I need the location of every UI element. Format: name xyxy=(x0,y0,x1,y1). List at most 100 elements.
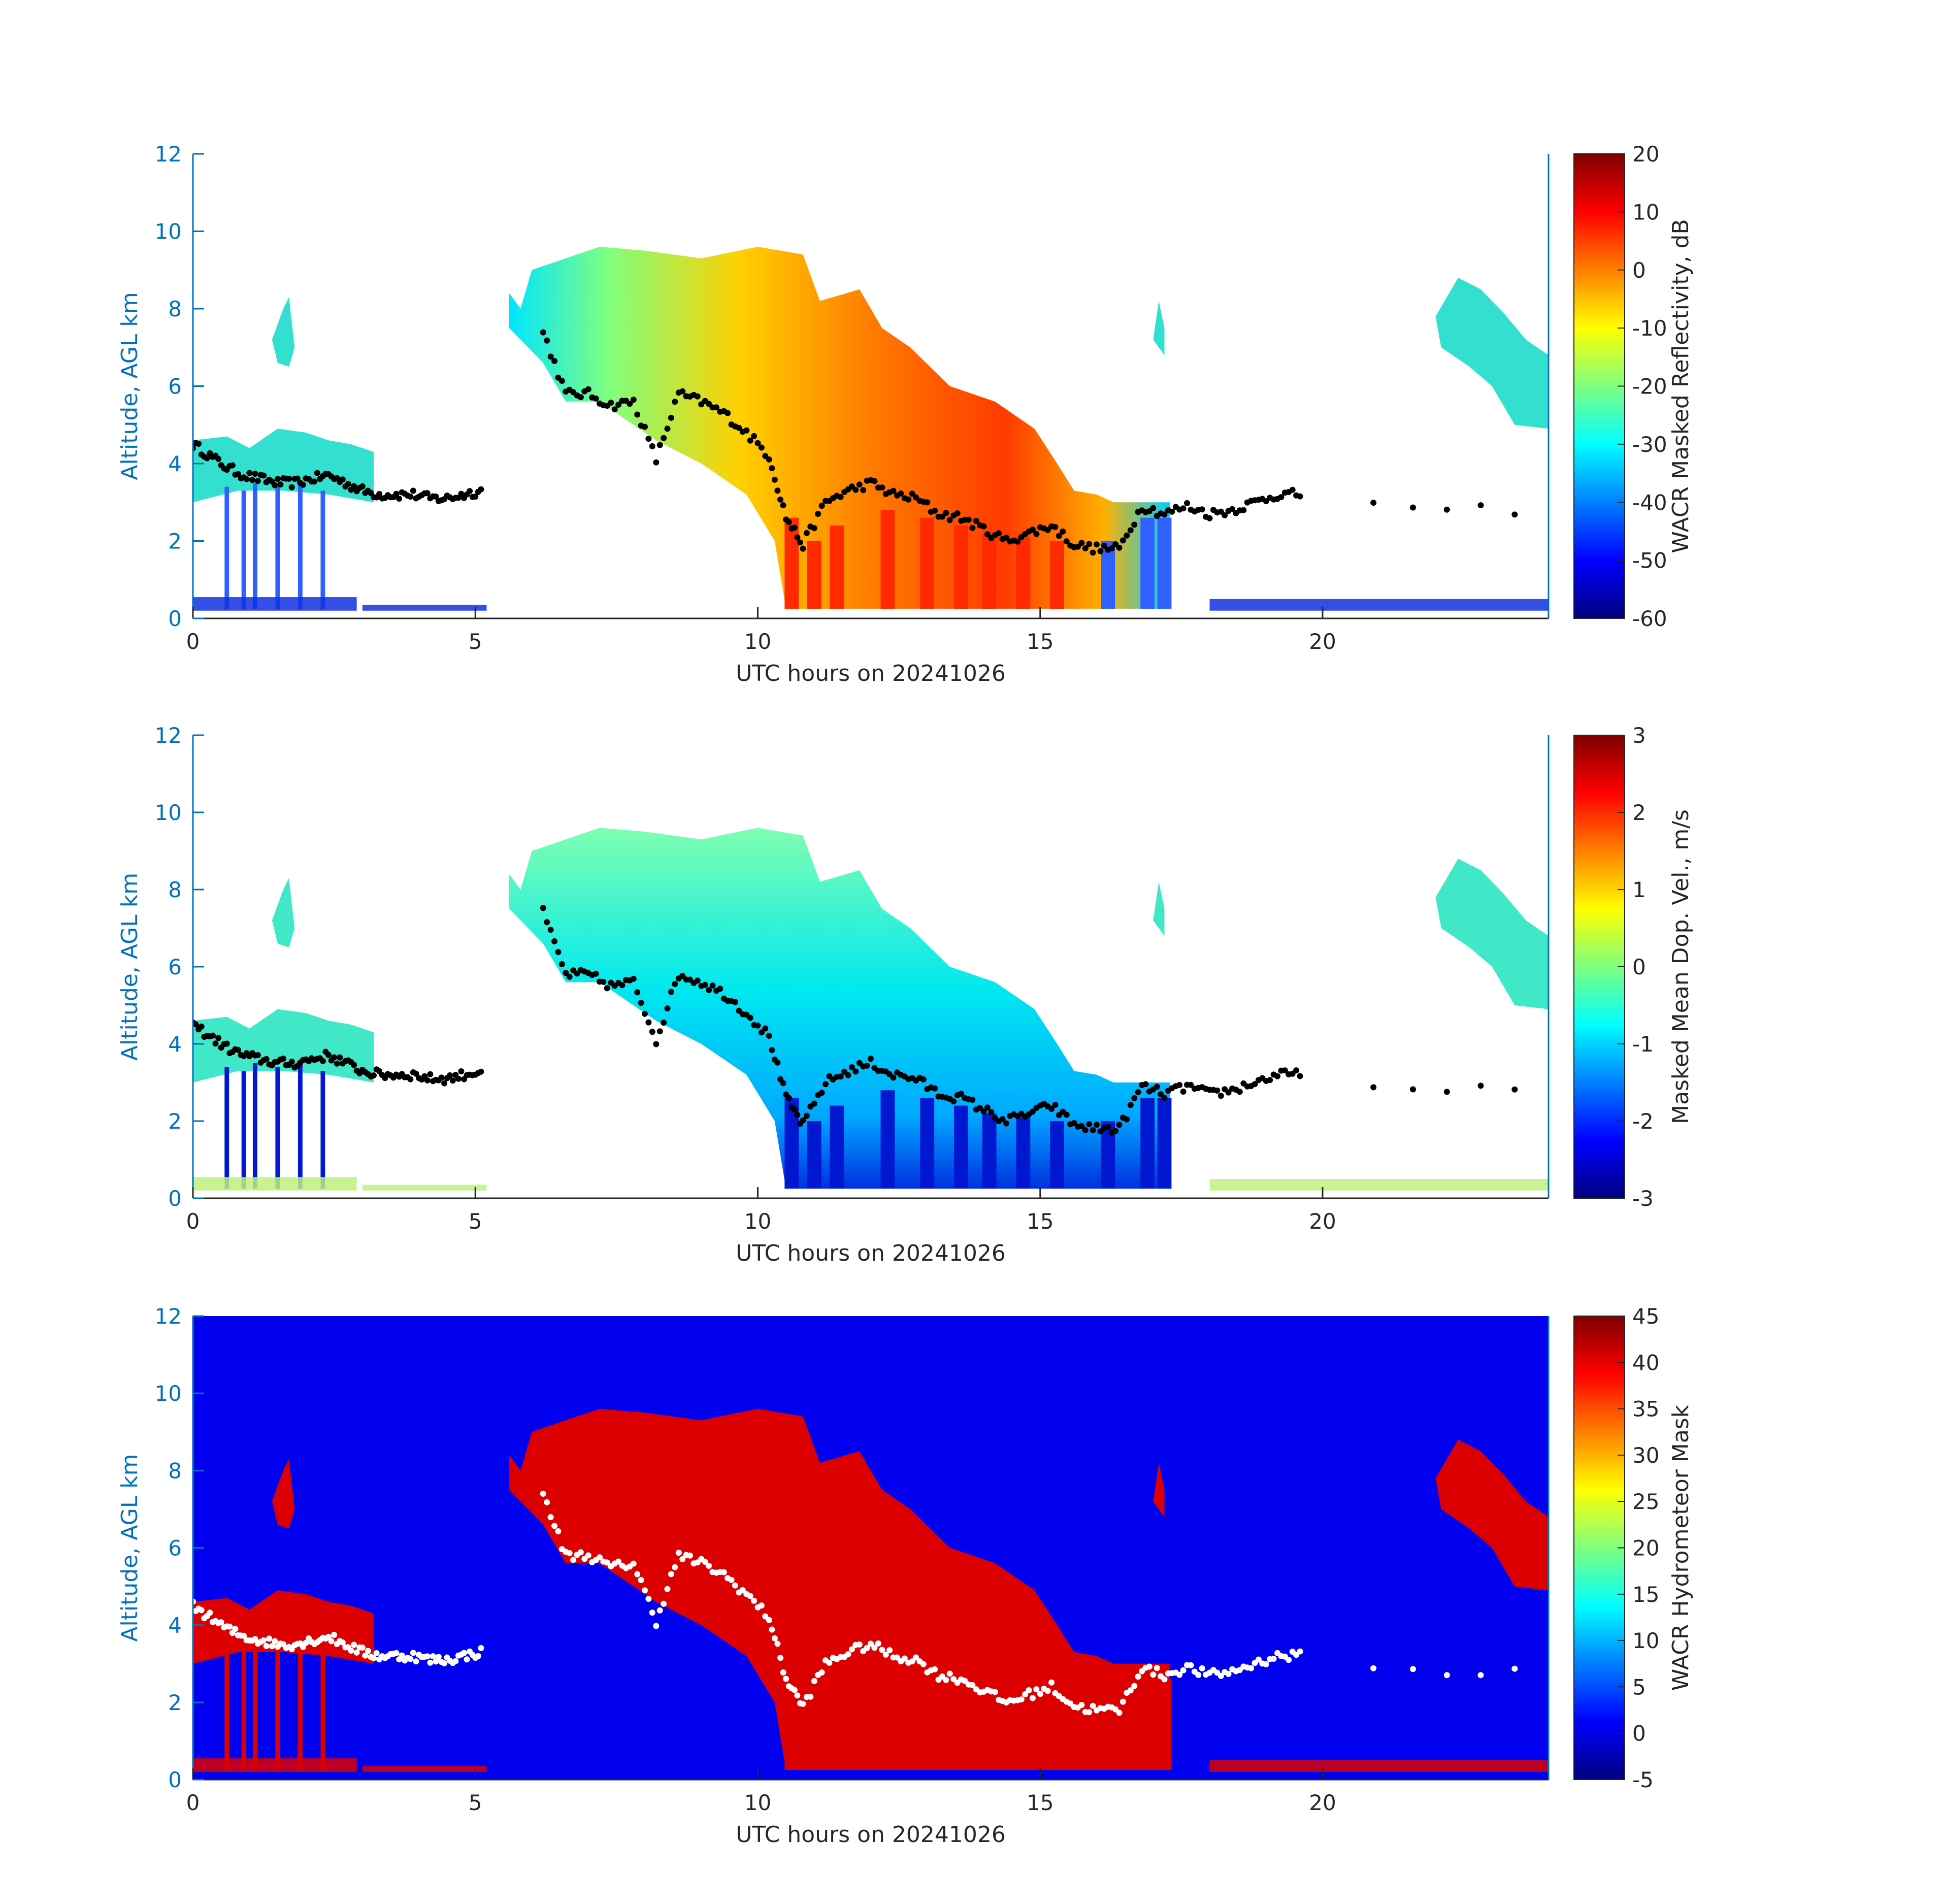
cloud-base-point xyxy=(898,490,904,497)
cloud-base-point xyxy=(1090,1127,1096,1133)
cloud-base-point xyxy=(984,1104,991,1111)
cloud-base-point xyxy=(373,1650,380,1656)
colorbar-tick-label: 10 xyxy=(1632,200,1659,224)
cloud-base-point xyxy=(777,1655,783,1661)
cloud-base-point xyxy=(472,494,479,500)
panel-hydrometeor-mask: 0 2 4 6 8 10 12 0 5 10 15 20 UTC hours on 20241026 Al… xyxy=(117,1304,1694,1848)
cloud-base-point xyxy=(544,919,550,926)
fall-streak xyxy=(320,1071,325,1189)
cloud-base-point xyxy=(950,1098,957,1105)
fall-streak xyxy=(241,1652,246,1770)
cloud-base-point xyxy=(585,386,591,392)
fall-streak xyxy=(1157,517,1172,609)
y-tick-label: 4 xyxy=(168,1613,182,1638)
cloud-base-point xyxy=(339,1639,346,1646)
cloud-base-point xyxy=(1029,527,1036,533)
x-tick-label: 5 xyxy=(469,1209,482,1234)
cloud-base-point xyxy=(1060,528,1066,535)
colorbar-tick-label: 0 xyxy=(1632,1721,1646,1746)
cloud-base-point xyxy=(277,481,284,488)
cloud-base-point xyxy=(204,455,210,462)
y-tick-label: 4 xyxy=(168,1032,182,1057)
cloud-base-point xyxy=(441,1660,448,1666)
cloud-base-point xyxy=(875,1640,881,1647)
cloud-base-point xyxy=(351,1062,357,1068)
surface-clutter xyxy=(362,1185,487,1191)
cloud-base-point xyxy=(1410,1666,1416,1672)
cloud-base-point xyxy=(544,1499,550,1505)
x-tick-label: 5 xyxy=(469,1790,482,1815)
cloud-base-point xyxy=(452,1658,459,1664)
cloud-base-point xyxy=(351,1642,357,1648)
cloud-base-point xyxy=(1116,544,1123,551)
fall-streak xyxy=(982,1694,997,1770)
cloud-base-point xyxy=(780,1080,786,1087)
y-axis-label: Altitude, AGL km xyxy=(117,1454,143,1642)
cloud-base-point xyxy=(547,353,554,360)
cloud-base-point xyxy=(747,1014,753,1021)
cloud-base-point xyxy=(254,478,261,484)
colorbar-tick-label: 15 xyxy=(1632,1582,1659,1607)
cloud-base-point xyxy=(946,1670,953,1677)
cloud-base-point xyxy=(433,1658,439,1665)
colorbar-tick-label: 2 xyxy=(1632,800,1646,825)
cloud-base-point xyxy=(766,1617,772,1623)
cloud-base-point xyxy=(555,1528,562,1534)
cloud-base-point xyxy=(1252,1081,1258,1088)
cloud-base-point xyxy=(328,1638,335,1645)
surface-clutter xyxy=(193,1177,357,1191)
cloud-base-point xyxy=(630,975,637,982)
cloud-base-point xyxy=(1116,1710,1123,1716)
cloud-base-point xyxy=(331,1631,338,1638)
cloud-base-point xyxy=(1443,506,1450,513)
cloud-base-point xyxy=(939,513,945,520)
colorbar-tick-label: -60 xyxy=(1632,606,1667,631)
cloud-base-point xyxy=(226,1623,233,1630)
cloud-base-point xyxy=(393,490,400,497)
x-tick-label: 15 xyxy=(1027,629,1054,654)
cloud-base-point xyxy=(566,973,573,980)
cloud-base-point xyxy=(720,1569,727,1575)
cloud-base-point xyxy=(818,1090,825,1096)
cloud-base-point xyxy=(871,1645,878,1651)
cloud-base-point xyxy=(1443,1672,1450,1679)
cloud-base-point xyxy=(943,510,949,516)
cloud-base-point xyxy=(286,475,292,482)
cloud-base-point xyxy=(920,1661,927,1667)
cloud-base-point xyxy=(856,1641,863,1648)
cloud-base-point xyxy=(894,1654,900,1661)
cloud-base-point xyxy=(725,410,731,416)
cloud-base-point xyxy=(1281,1067,1288,1074)
cloud-base-point xyxy=(634,411,641,418)
cloud-base-point xyxy=(783,1676,789,1682)
cloud-base-point xyxy=(807,1693,814,1700)
cloud-base-point xyxy=(811,1100,817,1107)
cloud-base-point xyxy=(1063,538,1070,545)
fall-streak xyxy=(784,517,799,609)
cloud-base-point xyxy=(713,404,719,411)
cloud-base-point xyxy=(762,1025,769,1032)
cloud-base-point xyxy=(1188,1662,1194,1668)
cloud-base-point xyxy=(780,502,786,509)
fall-streak xyxy=(880,1090,895,1189)
cloud-base-point xyxy=(294,475,301,482)
cloud-base-point xyxy=(1094,541,1100,548)
cloud-base-point xyxy=(642,1587,648,1594)
cloud-base-point xyxy=(901,1655,908,1662)
cloud-base-point xyxy=(407,1656,414,1662)
cloud-base-point xyxy=(664,425,671,432)
cloud-base-point xyxy=(1116,1122,1123,1128)
cloud-base-point xyxy=(687,1552,693,1559)
cloud-base-point xyxy=(1071,1120,1077,1126)
cloud-region-early-cirrus xyxy=(272,878,295,947)
y-axis-label: Altitude, AGL km xyxy=(117,292,143,480)
cloud-base-point xyxy=(932,1666,938,1672)
cloud-base-point xyxy=(362,1652,369,1659)
fall-streak xyxy=(1016,1698,1031,1770)
cloud-base-point xyxy=(634,1571,641,1578)
cloud-base-point xyxy=(920,1076,927,1082)
y-tick-label: 6 xyxy=(168,374,182,399)
cloud-base-point xyxy=(1158,1091,1164,1098)
colorbar-tick-label: -1 xyxy=(1632,1032,1654,1057)
cloud-region-main xyxy=(509,247,1170,609)
